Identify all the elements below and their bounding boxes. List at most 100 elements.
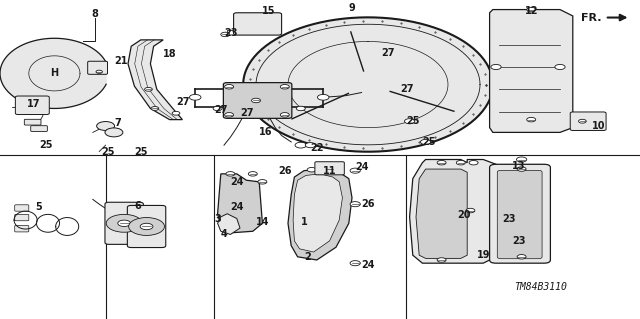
Polygon shape [288,169,352,260]
Text: 1: 1 [301,217,308,227]
Text: 14: 14 [256,217,269,227]
Text: 15: 15 [262,6,276,16]
Text: 2: 2 [304,252,311,262]
FancyBboxPatch shape [315,162,344,175]
FancyBboxPatch shape [15,96,49,115]
Circle shape [225,85,234,89]
Circle shape [404,119,415,124]
Circle shape [106,214,142,232]
Text: H: H [51,68,58,78]
Text: 24: 24 [230,177,244,187]
Text: 26: 26 [278,166,292,176]
Polygon shape [243,17,493,152]
Text: 20: 20 [458,210,471,220]
Text: 24: 24 [355,162,369,173]
Text: 25: 25 [406,116,420,126]
FancyBboxPatch shape [234,13,282,35]
Circle shape [516,157,527,162]
Text: 23: 23 [502,213,516,224]
Circle shape [145,87,152,91]
Circle shape [320,167,330,172]
Polygon shape [410,160,496,263]
FancyBboxPatch shape [105,202,143,244]
Text: 27: 27 [214,105,228,115]
FancyBboxPatch shape [15,226,29,232]
FancyBboxPatch shape [88,61,108,74]
Circle shape [225,113,234,117]
FancyBboxPatch shape [223,83,292,118]
Text: 26: 26 [362,199,375,209]
Circle shape [517,255,526,259]
Circle shape [258,180,267,184]
Text: 6: 6 [134,201,141,211]
Circle shape [350,168,360,173]
Text: 13: 13 [512,161,525,171]
Text: 25: 25 [134,146,148,157]
Circle shape [350,261,360,266]
Text: 25: 25 [101,146,115,157]
Text: TM84B3110: TM84B3110 [515,282,567,292]
Text: 27: 27 [240,108,253,118]
Circle shape [118,220,131,226]
Polygon shape [218,214,240,234]
Text: 9: 9 [349,3,356,13]
Text: 23: 23 [224,28,237,39]
Circle shape [307,167,316,172]
Circle shape [350,202,360,207]
FancyBboxPatch shape [127,205,166,248]
Text: 4: 4 [221,229,228,240]
Text: 23: 23 [512,236,525,246]
Polygon shape [416,169,467,258]
Circle shape [96,70,102,73]
FancyBboxPatch shape [31,126,47,131]
Text: 22: 22 [310,143,324,153]
Text: 27: 27 [400,84,413,94]
Circle shape [221,32,230,37]
Text: 5: 5 [35,202,42,212]
FancyBboxPatch shape [24,119,41,125]
Circle shape [420,139,431,145]
Polygon shape [490,10,573,132]
Circle shape [296,106,305,111]
Text: 17: 17 [27,99,40,109]
Text: 16: 16 [259,127,273,137]
Circle shape [189,94,201,100]
Circle shape [517,167,526,171]
FancyBboxPatch shape [570,112,606,130]
Text: 8: 8 [92,9,98,19]
FancyBboxPatch shape [15,214,29,221]
Circle shape [280,85,289,89]
Text: 10: 10 [592,121,605,131]
Text: 25: 25 [40,140,53,150]
Text: 27: 27 [381,48,394,58]
Circle shape [280,113,289,117]
Circle shape [491,64,501,70]
Text: 19: 19 [477,250,490,260]
Circle shape [555,64,565,70]
Circle shape [97,122,115,130]
Circle shape [105,128,123,137]
Text: 18: 18 [163,49,177,59]
Text: 12: 12 [525,6,538,16]
Text: 7: 7 [114,118,121,128]
Circle shape [466,208,475,213]
Circle shape [248,172,257,176]
Circle shape [129,218,164,235]
Circle shape [469,160,478,165]
FancyBboxPatch shape [497,170,542,259]
Polygon shape [218,174,262,233]
Circle shape [305,143,316,148]
Text: FR.: FR. [581,12,602,23]
Circle shape [456,160,465,165]
Text: 11: 11 [323,166,337,176]
Text: 27: 27 [176,97,189,107]
Circle shape [437,258,446,262]
Circle shape [325,167,334,171]
Polygon shape [0,38,106,108]
Text: 3: 3 [214,213,221,224]
Text: 24: 24 [230,202,244,212]
Circle shape [151,107,159,110]
Circle shape [579,119,586,123]
Circle shape [252,98,260,103]
Text: 25: 25 [422,137,436,147]
